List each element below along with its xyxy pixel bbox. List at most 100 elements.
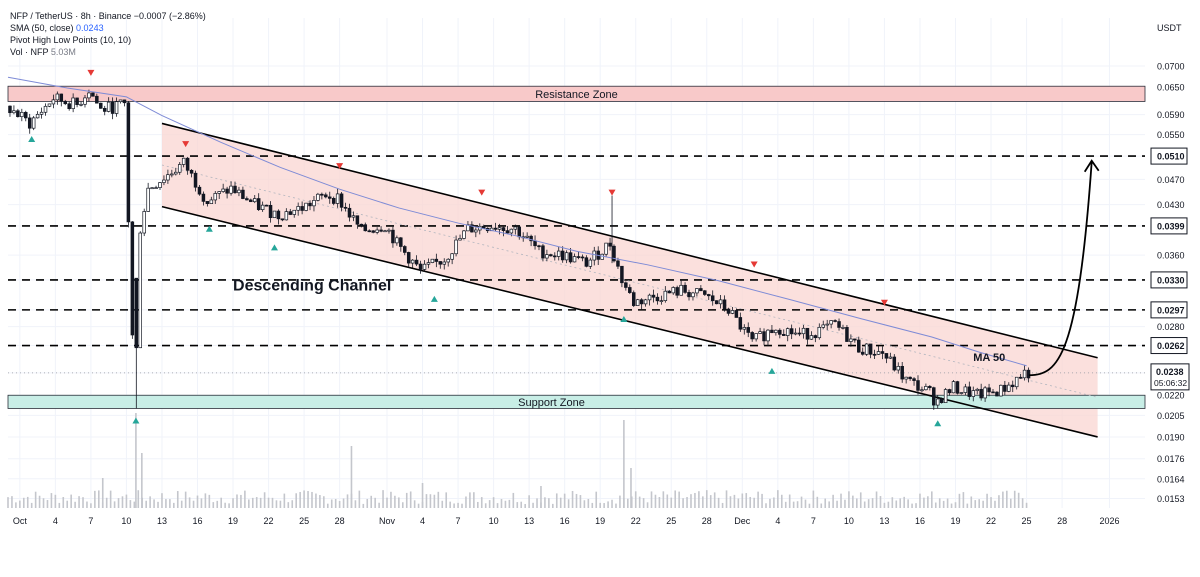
candle-down xyxy=(8,105,12,114)
candle-up xyxy=(904,376,908,380)
support-zone-label: Support Zone xyxy=(518,397,585,409)
candle-up xyxy=(51,99,56,105)
volume-bar xyxy=(824,498,827,508)
y-tick-label: 0.0220 xyxy=(1157,391,1185,401)
volume-bar xyxy=(224,502,226,508)
candle-up xyxy=(106,101,111,112)
x-tick-label: 7 xyxy=(811,516,816,526)
candle-down xyxy=(241,189,245,199)
candle-down xyxy=(205,201,210,204)
candle-down xyxy=(438,261,443,265)
volume-bar xyxy=(354,500,357,508)
x-tick-label: 25 xyxy=(299,516,309,526)
candle-down xyxy=(102,107,107,112)
header-sma-row[interactable]: SMA (50, close) 0.0243 xyxy=(10,23,104,33)
candle-down xyxy=(1003,384,1007,392)
candle-down xyxy=(683,284,687,293)
channel-mid-line xyxy=(161,164,1098,398)
volume-bar xyxy=(931,491,933,508)
y-tick-label: 0.0262 xyxy=(1157,341,1185,351)
candle-down xyxy=(225,188,229,194)
volume-bar xyxy=(575,493,578,508)
volume-bar xyxy=(733,494,736,508)
volume-bar xyxy=(619,495,621,508)
candle-down xyxy=(580,256,585,259)
candle-down xyxy=(628,287,632,293)
volume-bar xyxy=(666,494,669,508)
volume-bar xyxy=(907,499,909,508)
candles xyxy=(8,89,1031,410)
candle-up xyxy=(31,117,36,129)
currency-label[interactable]: USDT xyxy=(1157,23,1182,33)
candle-up xyxy=(304,202,308,211)
candle-up xyxy=(774,329,778,334)
candle-down xyxy=(549,254,553,257)
candle-up xyxy=(785,328,790,336)
volume-bar xyxy=(646,502,649,508)
volume-bar xyxy=(777,490,779,508)
volume-bar xyxy=(267,497,270,508)
y-label-box xyxy=(1150,301,1188,319)
projection-arrow xyxy=(1028,161,1093,377)
candle-up xyxy=(509,228,514,234)
volume-bar xyxy=(579,495,582,508)
pivot-low-marker xyxy=(768,367,776,374)
volume-bar xyxy=(113,501,116,508)
candle-down xyxy=(770,329,774,334)
candle-up xyxy=(312,199,316,207)
volume-bar xyxy=(1017,492,1020,508)
candle-up xyxy=(1022,369,1027,379)
x-tick-label: 22 xyxy=(986,516,996,526)
volume-bar xyxy=(453,503,455,508)
volume-bar xyxy=(962,492,965,508)
candle-up xyxy=(588,259,593,267)
volume-bar xyxy=(66,500,69,508)
volume-bar xyxy=(990,497,992,508)
candle-down xyxy=(667,290,672,294)
candle-up xyxy=(154,187,158,189)
volume-bar xyxy=(319,495,321,508)
candle-up xyxy=(695,288,699,294)
volume-bar xyxy=(883,502,886,508)
candle-down xyxy=(134,277,139,349)
x-tick-label: 4 xyxy=(775,516,780,526)
volume-bar xyxy=(784,501,787,508)
volume-bar xyxy=(891,497,894,508)
volume-bar xyxy=(105,497,108,508)
volume-bar xyxy=(465,496,467,508)
volume-bar xyxy=(169,499,171,508)
volume-bar xyxy=(180,500,183,508)
y-tick-label: 0.0510 xyxy=(1157,152,1185,162)
volume-bar xyxy=(899,498,902,508)
candle-down xyxy=(738,317,743,330)
volume-bar xyxy=(220,497,222,508)
volume-bar xyxy=(390,491,392,508)
candle-down xyxy=(185,157,190,171)
volume-bar xyxy=(299,491,301,508)
x-tick-label: 25 xyxy=(1022,516,1032,526)
header-pivot-row[interactable]: Pivot High Low Points (10, 10) xyxy=(10,35,131,45)
volume-bar xyxy=(938,498,941,508)
y-tick-label: 0.0153 xyxy=(1157,494,1185,504)
candle-up xyxy=(83,97,87,105)
candle-up xyxy=(55,93,60,101)
candle-up xyxy=(758,331,762,334)
candle-down xyxy=(280,218,285,221)
candle-up xyxy=(430,258,435,263)
candle-down xyxy=(268,204,273,219)
volume-bar xyxy=(634,491,637,508)
volume-bar xyxy=(603,503,605,508)
candle-up xyxy=(1007,384,1011,392)
candle-down xyxy=(797,332,802,335)
header-volume-row[interactable]: Vol · NFP 5.03M xyxy=(10,47,76,57)
pivot-high-marker xyxy=(336,163,344,170)
volume-bar xyxy=(749,496,752,508)
candle-up xyxy=(604,242,608,255)
volume-bar xyxy=(200,498,203,508)
candle-up xyxy=(793,332,798,335)
candle-down xyxy=(947,389,952,394)
candle-up xyxy=(754,333,758,340)
volume-bar xyxy=(11,496,13,508)
candle-down xyxy=(995,391,999,397)
